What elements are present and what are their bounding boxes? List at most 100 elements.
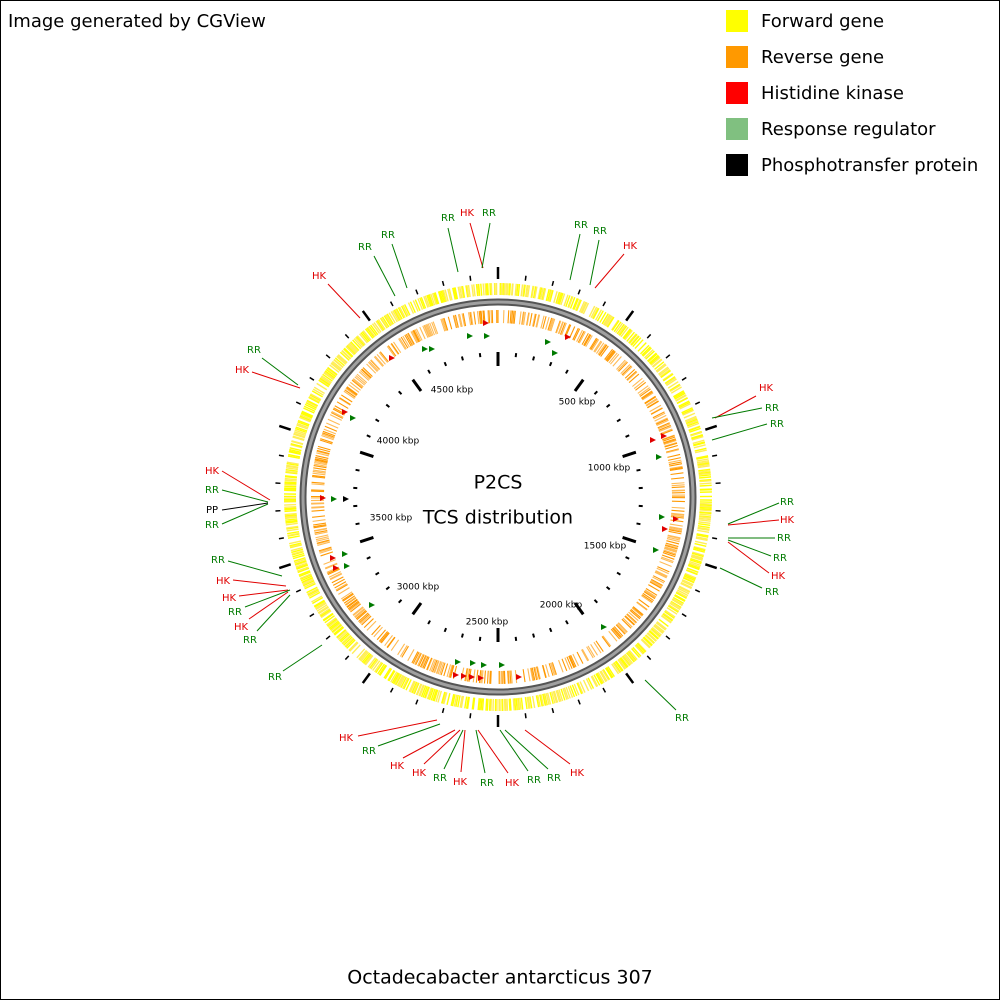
feature-marker: [389, 355, 395, 361]
forward-gene: [696, 534, 709, 538]
reverse-gene: [649, 580, 662, 588]
forward-gene: [478, 698, 482, 711]
reverse-gene: [581, 648, 590, 661]
inner-tick: [514, 636, 518, 641]
reverse-gene: [319, 548, 333, 554]
reverse-gene: [664, 442, 678, 448]
outer-tick: [344, 655, 350, 661]
reverse-gene: [321, 433, 335, 439]
reverse-gene: [668, 530, 682, 535]
reverse-gene: [453, 315, 458, 328]
forward-gene: [602, 314, 611, 326]
reverse-gene: [531, 667, 536, 681]
legend-swatch: [726, 10, 748, 32]
reverse-gene: [327, 568, 340, 576]
reverse-gene: [346, 386, 358, 395]
reverse-gene: [644, 589, 657, 598]
forward-gene: [284, 487, 297, 490]
forward-gene: [439, 290, 444, 303]
forward-gene: [618, 658, 627, 669]
reverse-gene: [533, 667, 538, 681]
feature-label: RR: [205, 485, 219, 496]
outer-tick: [278, 424, 292, 431]
reverse-gene: [361, 368, 372, 379]
reverse-gene: [566, 656, 573, 669]
reverse-gene: [404, 334, 412, 347]
forward-gene: [288, 451, 301, 455]
reverse-gene: [624, 615, 636, 625]
reverse-gene: [576, 651, 584, 664]
reverse-gene: [442, 318, 448, 331]
inner-tick: [636, 468, 641, 472]
forward-gene: [315, 602, 327, 611]
reverse-gene: [636, 601, 648, 611]
forward-genes: [283, 283, 713, 712]
forward-gene: [695, 537, 708, 542]
outer-tick: [295, 589, 302, 593]
forward-gene: [304, 403, 317, 411]
forward-gene: [664, 376, 676, 384]
reverse-gene: [669, 523, 683, 527]
reverse-gene: [440, 318, 446, 332]
forward-gene: [513, 698, 517, 711]
forward-gene: [522, 284, 526, 297]
forward-gene: [682, 577, 695, 584]
reverse-gene: [656, 567, 669, 575]
forward-gene: [327, 619, 339, 628]
forward-gene: [699, 505, 712, 508]
forward-gene: [613, 321, 622, 333]
forward-gene: [332, 624, 343, 634]
forward-gene: [312, 388, 324, 396]
outer-tick: [389, 687, 394, 693]
reverse-gene: [646, 398, 658, 407]
reverse-gene: [660, 557, 674, 564]
forward-gene: [697, 525, 710, 529]
forward-gene: [596, 672, 604, 684]
forward-gene: [367, 657, 377, 668]
reverse-gene: [583, 333, 591, 346]
reverse-gene: [669, 526, 683, 530]
forward-gene: [681, 408, 694, 415]
outer-tick: [441, 280, 445, 287]
forward-gene: [508, 283, 511, 296]
forward-gene: [394, 309, 402, 321]
forward-gene: [590, 675, 598, 688]
forward-gene: [288, 453, 301, 458]
reverse-gene: [338, 397, 351, 406]
forward-gene: [569, 685, 576, 698]
forward-gene: [467, 284, 471, 298]
reverse-gene: [457, 314, 462, 328]
forward-gene: [693, 442, 706, 447]
forward-gene: [658, 366, 669, 375]
forward-gene: [391, 672, 399, 684]
feature-label: HK: [570, 768, 585, 779]
outer-tick: [295, 401, 302, 405]
reverse-gene: [613, 626, 624, 637]
reverse-gene: [637, 385, 649, 394]
feature-marker: [650, 437, 656, 443]
feature-label: RR: [547, 773, 561, 784]
reverse-gene: [315, 455, 329, 459]
reverse-gene: [548, 318, 554, 331]
reverse-gene: [591, 339, 600, 351]
forward-gene: [434, 292, 440, 305]
inner-tick: [616, 418, 621, 423]
feature-leader: [282, 644, 323, 672]
reverse-gene: [659, 561, 672, 567]
inner-tick: [622, 536, 637, 544]
reverse-gene: [523, 311, 527, 325]
reverse-gene: [663, 439, 677, 445]
forward-gene: [675, 592, 687, 599]
reverse-gene: [665, 542, 679, 548]
credit: Image generated by CGView: [8, 11, 266, 32]
feature-leader: [644, 679, 677, 711]
reverse-gene: [593, 641, 602, 654]
forward-gene: [617, 659, 626, 670]
forward-gene: [361, 652, 371, 663]
forward-gene: [299, 415, 312, 422]
feature-marker: [673, 516, 679, 522]
reverse-gene: [407, 332, 415, 345]
inner-tick: [366, 434, 371, 438]
feature-marker: [453, 672, 459, 678]
reverse-gene: [417, 653, 424, 667]
